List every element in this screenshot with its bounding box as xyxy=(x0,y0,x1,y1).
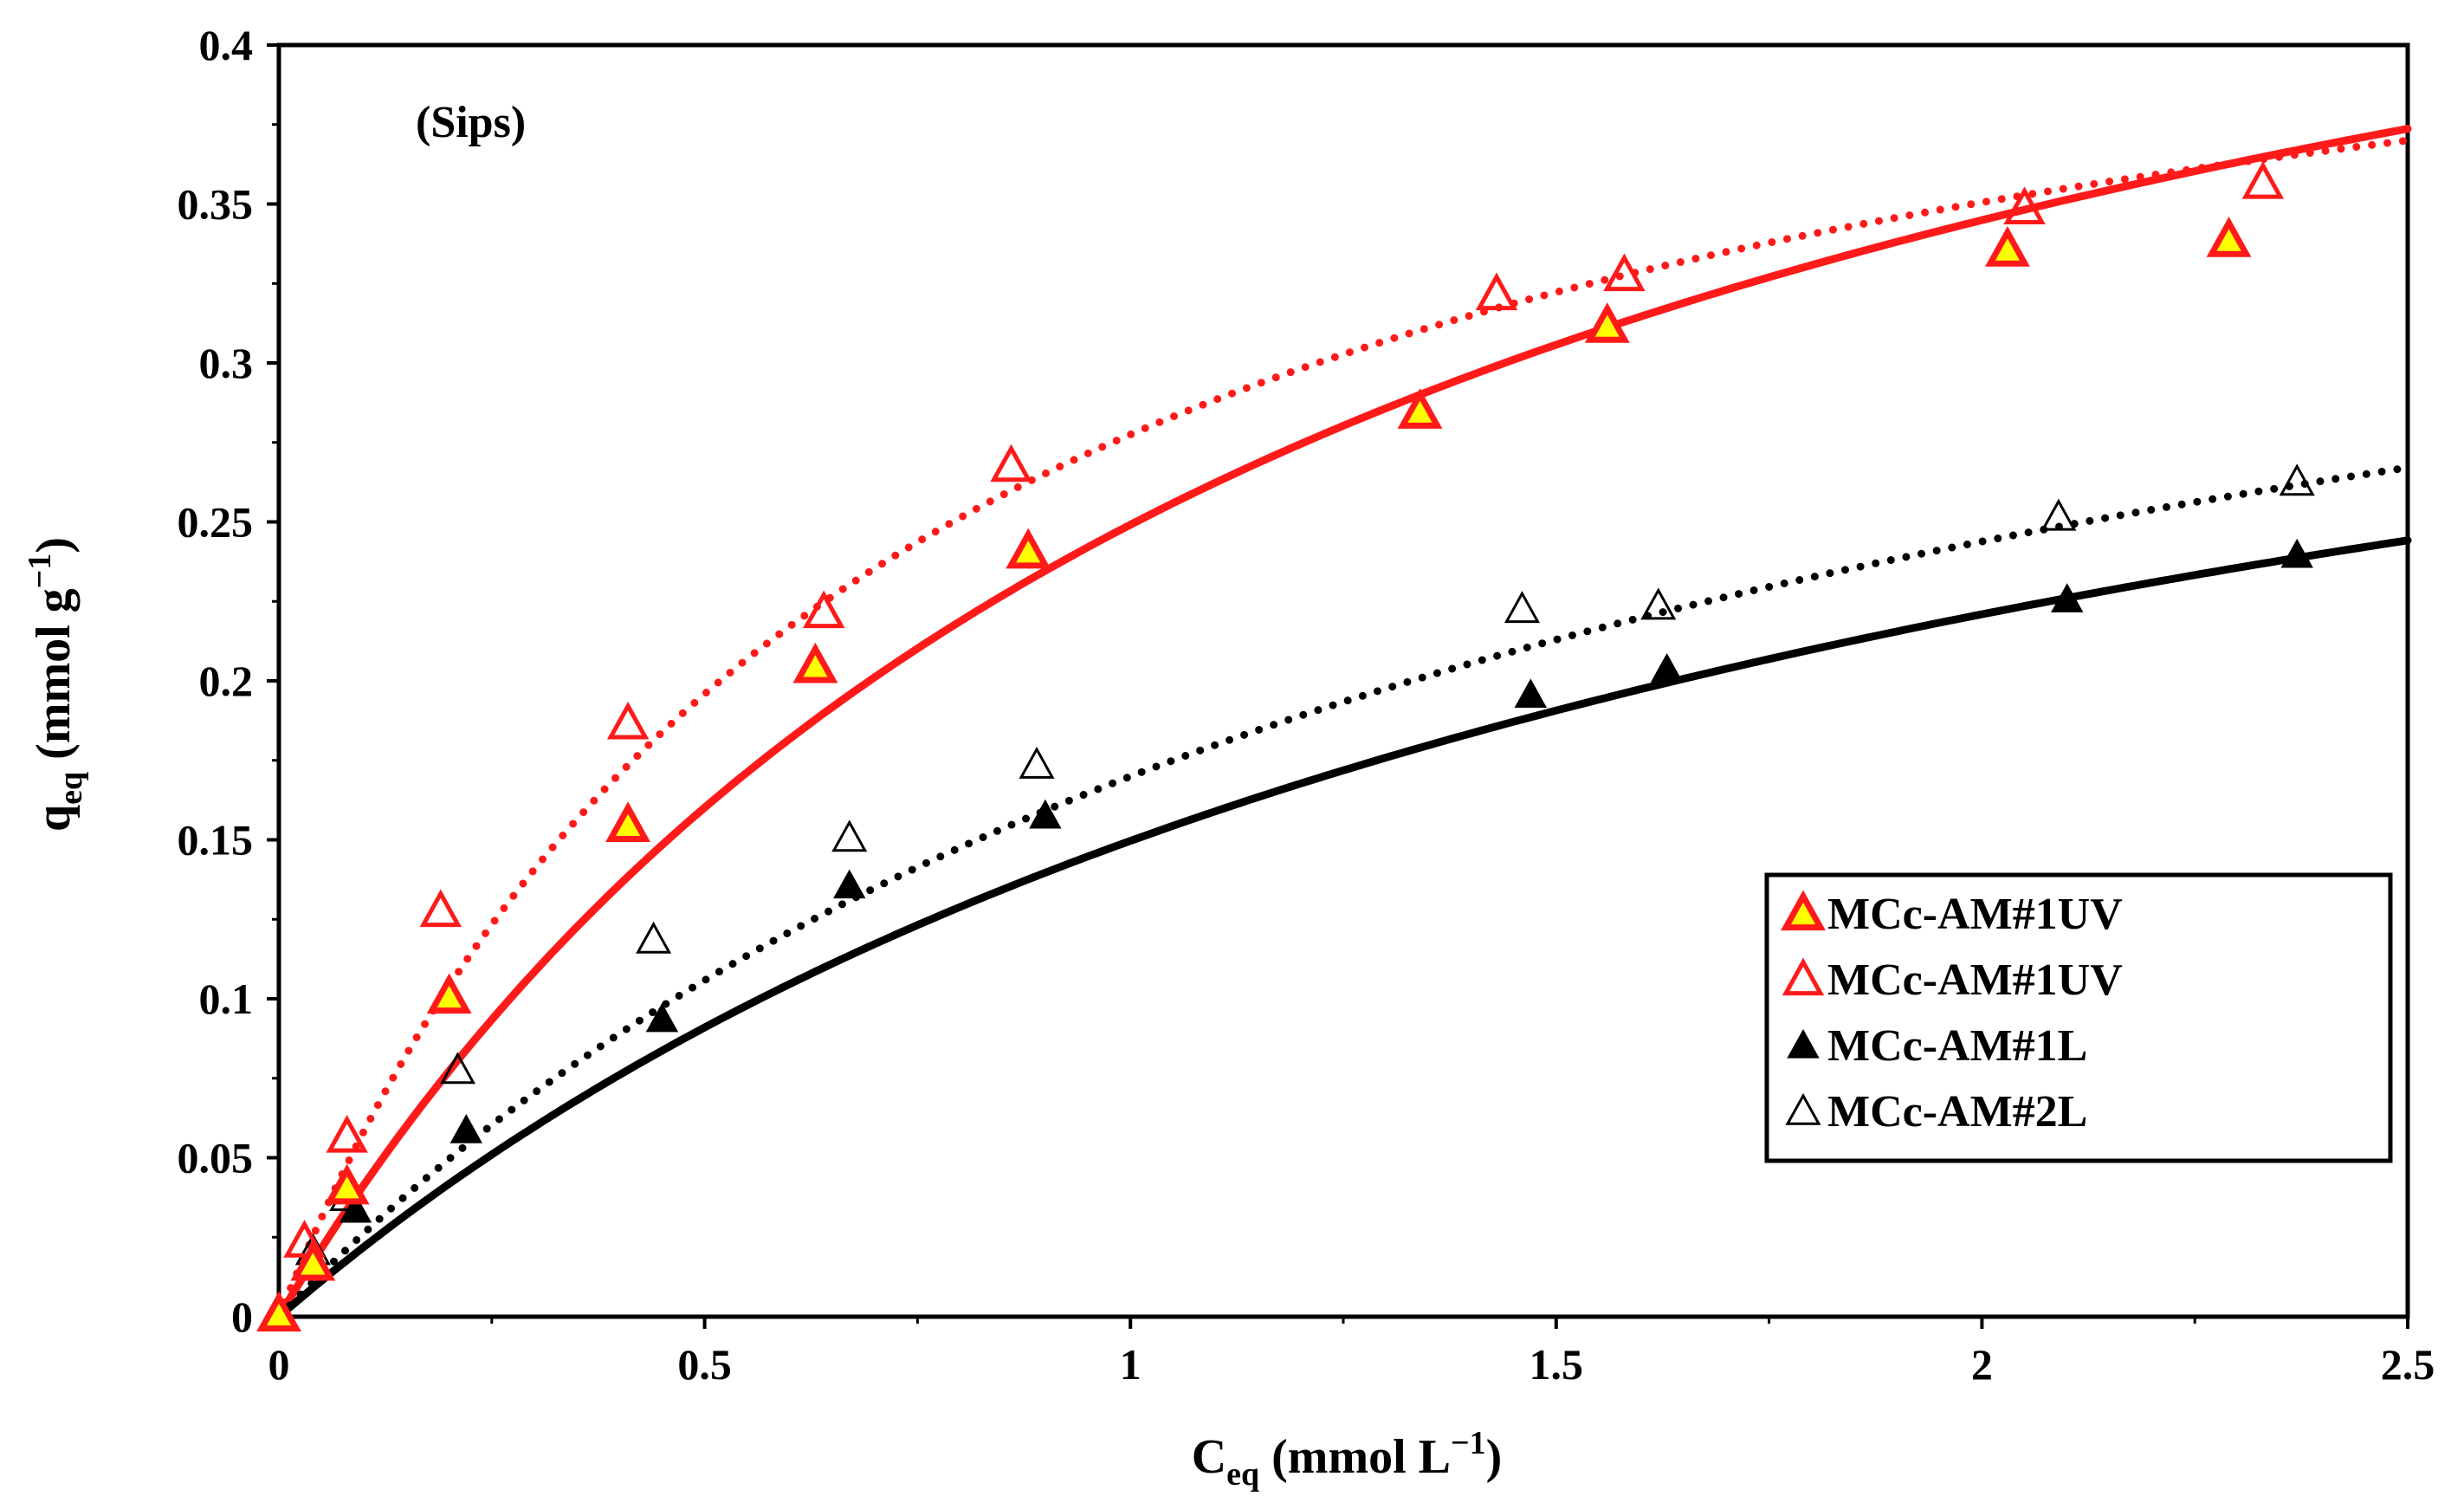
data-point-triangle-yellow-red xyxy=(792,642,838,683)
data-point-triangle-open-black xyxy=(636,921,672,954)
data-point-triangle-yellow-red xyxy=(256,1291,301,1332)
legend-label-1uv-filled: MCc-AM#1UV xyxy=(1827,890,2123,939)
markers-layer xyxy=(256,161,2315,1332)
data-point-triangle-filled-black xyxy=(339,1193,372,1223)
legend-marker-triangle-open-red xyxy=(1782,957,1825,996)
y-tick-label: 0.25 xyxy=(178,498,254,547)
data-point-triangle-open-black xyxy=(439,1052,476,1085)
legend: MCc-AM#1UV MCc-AM#1UV MCc-AM#1L MCc-AM#2… xyxy=(1764,872,2393,1163)
data-point-triangle-filled-black xyxy=(1650,652,1684,683)
y-tick-label: 0.3 xyxy=(199,339,254,387)
data-point-triangle-open-black xyxy=(1640,587,1677,620)
data-point-triangle-yellow-red xyxy=(1006,528,1051,569)
data-point-triangle-filled-black xyxy=(1514,678,1547,708)
data-point-triangle-open-red xyxy=(2003,186,2046,225)
data-point-triangle-yellow-red xyxy=(605,801,651,842)
x-tick-label: 2.5 xyxy=(2381,1340,2435,1389)
x-tick-label: 0.5 xyxy=(677,1340,732,1389)
data-point-triangle-open-red xyxy=(1475,272,1518,311)
data-point-triangle-filled-black xyxy=(1029,799,1062,829)
data-point-triangle-open-red xyxy=(419,889,462,928)
legend-marker-triangle-open-black xyxy=(1785,1092,1821,1125)
data-point-triangle-yellow-red xyxy=(2206,217,2252,257)
data-point-triangle-open-red xyxy=(283,1220,326,1258)
data-point-triangle-open-black xyxy=(831,819,868,852)
data-point-triangle-yellow-red xyxy=(290,1240,336,1281)
fit-curves-layer xyxy=(275,125,2412,1321)
data-point-triangle-open-black xyxy=(1019,746,1055,779)
data-point-triangle-filled-black xyxy=(833,869,866,899)
data-point-triangle-open-red xyxy=(606,701,650,740)
y-tick-label: 0.35 xyxy=(178,180,254,229)
data-point-triangle-open-black xyxy=(2040,498,2077,531)
data-point-triangle-open-black xyxy=(1504,591,1541,624)
x-tick-label: 1.5 xyxy=(1529,1340,1584,1389)
data-point-triangle-yellow-red xyxy=(426,973,472,1014)
data-point-triangle-open-black xyxy=(2279,463,2315,496)
data-point-triangle-filled-black xyxy=(2280,538,2313,568)
data-point-triangle-yellow-red xyxy=(324,1163,370,1205)
axes-layer: 0 0.05 0.1 0.15 0.2 0.25 0.3 0.35 0.4 0 0.5 1 1.5 2 2.… xyxy=(178,21,2435,1389)
data-point-triangle-yellow-red xyxy=(1397,388,1443,429)
data-point-triangle-filled-black xyxy=(449,1114,483,1143)
y-tick-label: 0.2 xyxy=(199,657,254,705)
y-tick-label: 0.15 xyxy=(178,816,254,865)
data-point-triangle-open-red xyxy=(1603,253,1646,292)
annotation-label: (Sips) xyxy=(416,98,526,147)
y-tick-label: 0.1 xyxy=(199,975,254,1023)
data-point-triangle-filled-black xyxy=(2051,583,2084,612)
legend-markers xyxy=(1781,890,1826,1125)
x-tick-label: 2 xyxy=(1971,1340,1993,1389)
y-tick-label: 0 xyxy=(231,1292,253,1341)
legend-marker-triangle-yellow-red xyxy=(1781,890,1826,931)
x-axis-title: Ceq (mmol L−1) xyxy=(1192,1425,1503,1493)
legend-marker-triangle-filled-black xyxy=(1787,1028,1820,1059)
data-point-triangle-open-red xyxy=(990,444,1032,482)
data-point-triangle-yellow-red xyxy=(1584,302,1630,343)
fit-curve-3 xyxy=(275,536,2412,1321)
legend-box xyxy=(1764,872,2393,1163)
data-point-triangle-filled-black xyxy=(645,1002,679,1033)
fit-curve-1 xyxy=(275,125,2412,1321)
y-tick-label: 0.05 xyxy=(178,1134,254,1182)
x-tick-label: 0 xyxy=(268,1340,290,1389)
data-point-triangle-open-red xyxy=(802,590,845,629)
y-tick-label: 0.4 xyxy=(199,21,254,69)
legend-label-2l: MCc-AM#2L xyxy=(1827,1087,2087,1137)
x-tick-label: 1 xyxy=(1120,1340,1141,1389)
legend-label-1uv-open: MCc-AM#1UV xyxy=(1827,955,2123,1005)
data-point-triangle-open-red xyxy=(326,1115,368,1153)
data-point-triangle-open-red xyxy=(2241,161,2285,199)
y-axis-title: qeq (mmol g−1) xyxy=(22,537,89,832)
legend-label-1l: MCc-AM#1L xyxy=(1827,1021,2087,1071)
data-point-triangle-yellow-red xyxy=(1984,226,2030,267)
